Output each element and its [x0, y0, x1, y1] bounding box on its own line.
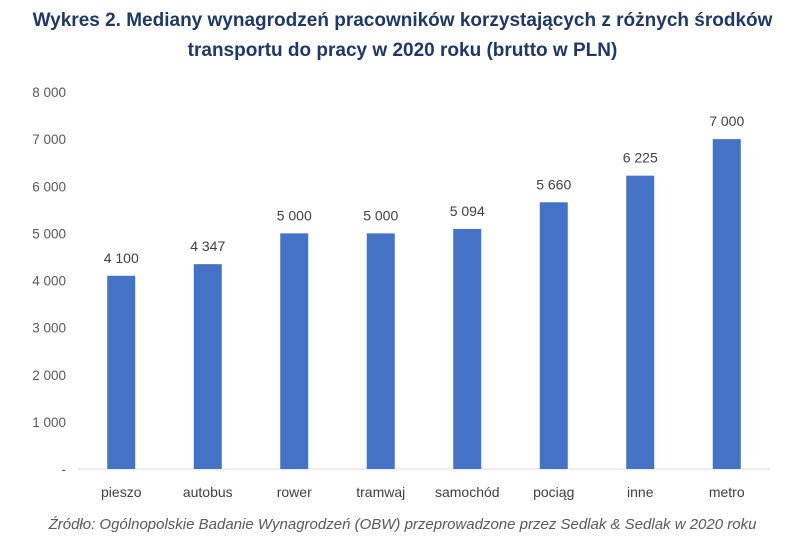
y-tick-label: 2 000	[32, 368, 66, 383]
data-label: 5 000	[277, 207, 312, 223]
data-label: 4 347	[190, 238, 225, 254]
y-tick-label: 8 000	[32, 85, 66, 100]
bar-inne	[626, 175, 655, 469]
y-tick-label: 6 000	[32, 179, 66, 194]
chart-title: Wykres 2. Mediany wynagrodzeń pracownikó…	[0, 6, 805, 66]
x-tick-label: samochód	[435, 484, 500, 500]
x-tick-label: metro	[709, 484, 745, 500]
y-tick-label: 5 000	[32, 226, 66, 241]
x-tick-label: pociąg	[533, 484, 574, 500]
source-note: Źródło: Ogólnopolskie Badanie Wynagrodze…	[48, 516, 757, 533]
x-tick-label: rower	[277, 484, 312, 500]
x-tick-label: tramwaj	[356, 484, 405, 500]
chart-title-line-2: transportu do pracy w 2020 roku (brutto …	[187, 40, 618, 61]
y-tick-label: -	[62, 462, 67, 477]
bar-metro	[712, 139, 741, 469]
data-label: 7 000	[709, 113, 744, 129]
bar-pieszo	[107, 275, 136, 469]
data-label: 4 100	[104, 250, 139, 266]
y-tick-label: 1 000	[32, 415, 66, 430]
y-tick-label: 4 000	[32, 274, 66, 289]
data-label: 5 000	[363, 207, 398, 223]
data-label: 5 094	[450, 203, 485, 219]
y-tick-label: 7 000	[32, 132, 66, 147]
bar-pociąg	[539, 202, 568, 469]
data-label: 5 660	[536, 176, 571, 192]
x-tick-label: inne	[627, 484, 654, 500]
bar-autobus	[193, 264, 222, 469]
bar-tramwaj	[366, 233, 395, 469]
bar-rower	[280, 233, 309, 469]
chart-title-line-1: Wykres 2. Mediany wynagrodzeń pracownikó…	[32, 10, 773, 31]
x-tick-label: pieszo	[101, 484, 142, 500]
data-label: 6 225	[623, 150, 658, 166]
y-tick-label: 3 000	[32, 321, 66, 336]
x-tick-label: autobus	[183, 484, 233, 500]
bar-samochód	[453, 228, 482, 469]
